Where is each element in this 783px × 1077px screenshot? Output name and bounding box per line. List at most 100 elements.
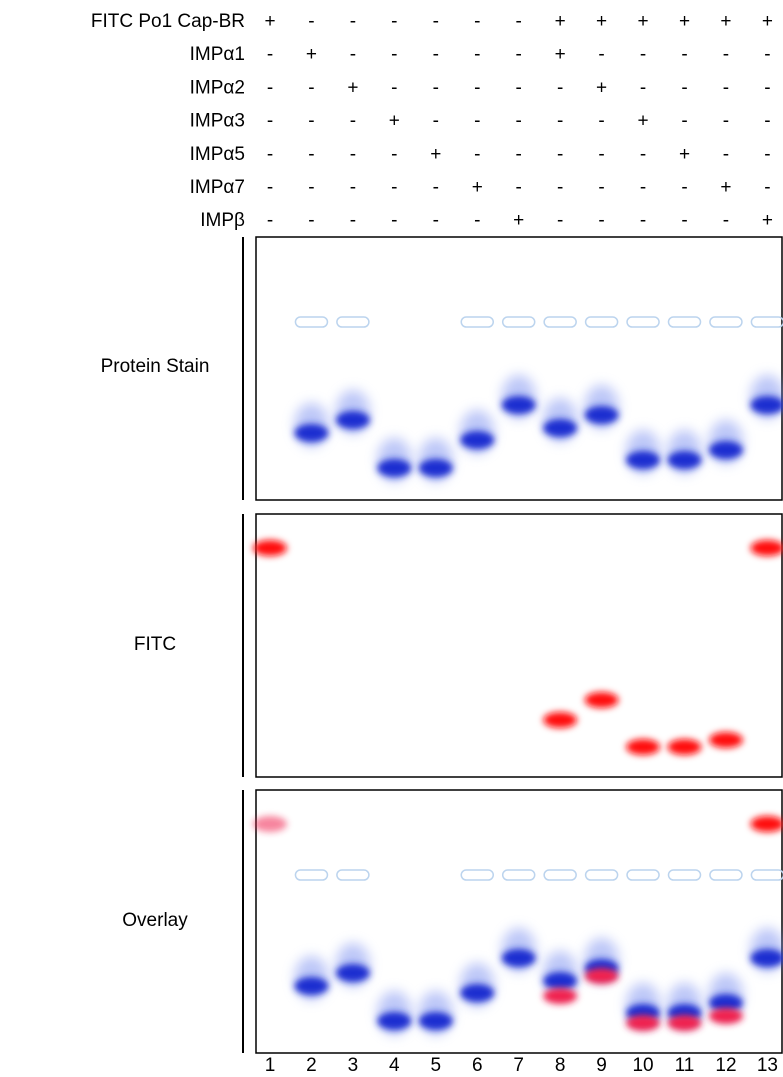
lane-mark: - [557, 77, 563, 98]
well [501, 316, 536, 328]
blue-band [708, 441, 743, 459]
lane-mark: + [596, 11, 607, 32]
panel-label: FITC [134, 634, 176, 655]
well [667, 869, 702, 881]
blue-band [377, 1012, 412, 1030]
lane-mark: - [391, 44, 397, 65]
lane-mark: - [516, 111, 522, 132]
lane-mark: + [264, 11, 275, 32]
red-band [708, 732, 743, 748]
blue-band [294, 424, 329, 442]
row-label: IMPα3 [190, 111, 245, 132]
lane-mark: - [267, 144, 273, 165]
blue-band [584, 406, 619, 424]
panel-label: Overlay [122, 910, 188, 931]
lane-mark: - [557, 111, 563, 132]
lane-number: 4 [389, 1055, 400, 1076]
lane-mark: - [350, 111, 356, 132]
blue-band [418, 1012, 453, 1030]
lane-number: 10 [632, 1055, 653, 1076]
lane-mark: - [474, 44, 480, 65]
lane-mark: - [433, 111, 439, 132]
lane-mark: - [598, 44, 604, 65]
lane-mark: + [679, 11, 690, 32]
lane-mark: - [391, 144, 397, 165]
lane-mark: - [308, 144, 314, 165]
gel-panel [255, 789, 783, 1054]
lane-number: 12 [715, 1055, 736, 1076]
panel-label: Protein Stain [101, 356, 210, 377]
lane-mark: - [516, 11, 522, 32]
lane-mark: - [764, 111, 770, 132]
blue-band [543, 419, 578, 437]
lane-mark: - [640, 177, 646, 198]
red-band [667, 1015, 702, 1031]
lane-mark: - [350, 44, 356, 65]
lane-mark: + [762, 11, 773, 32]
lane-mark: + [430, 144, 441, 165]
lane-mark: - [557, 210, 563, 231]
red-band [584, 968, 619, 984]
lane-mark: + [720, 177, 731, 198]
lane-mark: - [640, 210, 646, 231]
lane-mark: - [308, 111, 314, 132]
lane-number: 1 [265, 1055, 276, 1076]
lane-mark: - [350, 177, 356, 198]
lane-number: 2 [306, 1055, 317, 1076]
well [543, 869, 577, 881]
well [584, 869, 619, 881]
lane-mark: - [391, 11, 397, 32]
red-band [750, 540, 783, 556]
lane-mark: - [308, 177, 314, 198]
lane-number: 3 [348, 1055, 359, 1076]
lane-mark: + [306, 44, 317, 65]
lane-mark: + [596, 77, 607, 98]
lane-mark: - [764, 144, 770, 165]
red-band [750, 816, 783, 832]
lane-mark: + [762, 210, 773, 231]
bands [253, 816, 783, 1035]
lane-mark: - [267, 210, 273, 231]
blue-band [460, 984, 495, 1002]
lane-mark: - [308, 77, 314, 98]
lane-mark: - [640, 144, 646, 165]
lane-mark: - [474, 77, 480, 98]
red-band [253, 540, 287, 556]
lane-mark: - [723, 44, 729, 65]
lane-mark: - [681, 210, 687, 231]
lane-mark: - [267, 177, 273, 198]
lane-mark: - [640, 77, 646, 98]
well [294, 869, 329, 881]
bands [253, 540, 783, 755]
row-label: IMPα2 [190, 77, 245, 98]
lane-number: 9 [596, 1055, 607, 1076]
lane-mark: - [764, 77, 770, 98]
lane-mark: - [391, 177, 397, 198]
lane-mark: - [764, 177, 770, 198]
lane-mark: - [433, 11, 439, 32]
lane-mark: - [557, 177, 563, 198]
lane-mark: - [516, 44, 522, 65]
blue-band [543, 972, 578, 990]
red-band [584, 692, 619, 708]
well [626, 316, 660, 328]
lane-mark: - [516, 144, 522, 165]
well [294, 316, 329, 328]
blue-band [460, 431, 495, 449]
lane-mark: - [474, 210, 480, 231]
row-label: IMPα1 [190, 44, 245, 65]
lane-mark: - [474, 11, 480, 32]
lane-mark: + [513, 210, 524, 231]
lane-mark: - [391, 77, 397, 98]
blue-band [750, 396, 783, 414]
well [336, 869, 370, 881]
red-band [667, 739, 702, 755]
lane-mark: - [723, 210, 729, 231]
lane-mark: - [350, 210, 356, 231]
lane-mark: - [557, 144, 563, 165]
red-band [626, 739, 661, 755]
red-band [708, 1008, 743, 1024]
gel-panel [255, 513, 783, 778]
well [667, 316, 702, 328]
lane-mark: + [555, 11, 566, 32]
